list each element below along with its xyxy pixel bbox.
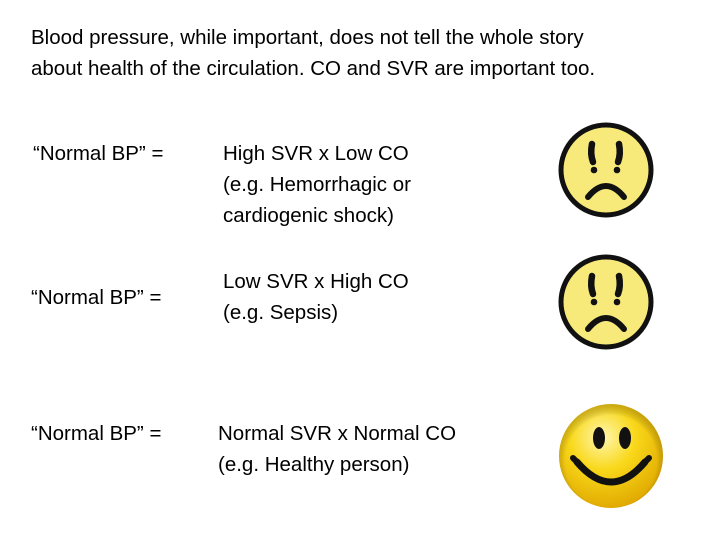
equation-rhs: High SVR x Low CO (e.g. Hemorrhagic or c… xyxy=(223,142,411,227)
intro-text: Blood pressure, while important, does no… xyxy=(31,22,691,84)
intro-line-1: Blood pressure, while important, does no… xyxy=(31,26,584,49)
frowning-face-icon xyxy=(556,120,656,220)
equation-rhs: Normal SVR x Normal CO (e.g. Healthy per… xyxy=(218,422,457,476)
equation-lhs: “Normal BP” = xyxy=(31,286,162,309)
equation-rhs: Low SVR x High CO (e.g. Sepsis) xyxy=(223,270,409,324)
smiling-face-icon xyxy=(559,404,663,508)
equation-lhs: “Normal BP” = xyxy=(33,142,164,165)
equation-lhs: “Normal BP” = xyxy=(31,422,162,445)
frowning-face-icon xyxy=(556,252,656,352)
intro-line-2: about health of the circulation. CO and … xyxy=(31,57,596,80)
